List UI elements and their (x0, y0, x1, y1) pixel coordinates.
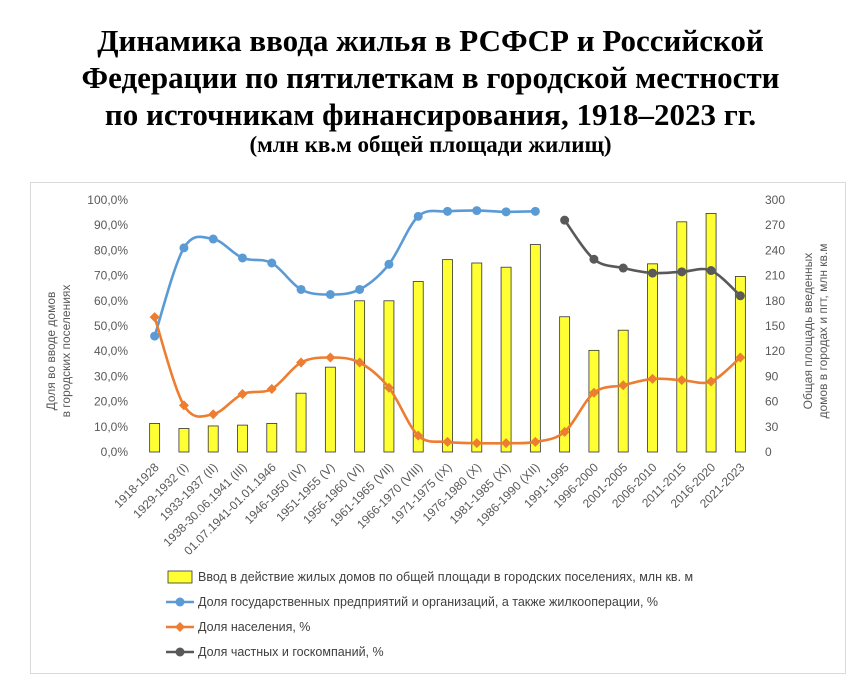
left-tick-label: 40,0% (94, 344, 128, 358)
series-marker (502, 207, 511, 216)
bar (384, 301, 394, 452)
bar (296, 393, 306, 452)
right-tick-label: 0 (765, 445, 772, 459)
bar (735, 276, 745, 452)
bar (706, 213, 716, 452)
series-marker (472, 206, 481, 215)
bar (413, 281, 423, 452)
left-tick-label: 100,0% (87, 193, 128, 207)
series-marker (414, 212, 423, 221)
legend-marker (175, 622, 185, 632)
series-marker (267, 259, 276, 268)
legend-marker (176, 598, 185, 607)
series-marker (736, 291, 745, 300)
legend-marker (176, 648, 185, 657)
series-marker (619, 264, 628, 273)
right-tick-label: 30 (765, 420, 779, 434)
bar (677, 222, 687, 452)
series-marker (384, 260, 393, 269)
left-tick-label: 10,0% (94, 420, 128, 434)
series-marker (707, 266, 716, 275)
left-tick-label: 90,0% (94, 218, 128, 232)
series-marker (150, 332, 159, 341)
series-marker (326, 290, 335, 299)
bar (208, 426, 218, 452)
legend-label: Доля населения, % (198, 620, 310, 634)
bar (648, 264, 658, 452)
right-tick-label: 120 (765, 344, 785, 358)
right-tick-label: 210 (765, 269, 785, 283)
right-tick-label: 60 (765, 395, 779, 409)
left-axis-title: в городских поселениях (59, 285, 73, 418)
series-marker (589, 255, 598, 264)
series-marker (355, 285, 364, 294)
left-axis-title: Доля во вводе домов (44, 292, 58, 411)
left-tick-label: 30,0% (94, 369, 128, 383)
right-tick-label: 300 (765, 193, 785, 207)
right-axis-title: домов в городах и пгт, млн кв.м (816, 243, 830, 418)
series-marker (179, 243, 188, 252)
series-marker (238, 253, 247, 262)
right-tick-label: 150 (765, 319, 785, 333)
series-marker (648, 269, 657, 278)
bar (238, 425, 248, 452)
left-tick-label: 0,0% (101, 445, 129, 459)
series-marker (209, 235, 218, 244)
right-tick-label: 240 (765, 243, 785, 257)
legend-label: Доля государственных предприятий и орган… (198, 595, 658, 609)
left-tick-label: 50,0% (94, 319, 128, 333)
series-marker (208, 409, 218, 419)
series-marker (297, 285, 306, 294)
right-tick-label: 270 (765, 218, 785, 232)
bar (150, 423, 160, 452)
bar (530, 245, 540, 452)
right-tick-label: 180 (765, 294, 785, 308)
legend-label: Ввод в действие жилых домов по общей пло… (198, 570, 693, 584)
bar (325, 367, 335, 452)
bar (472, 263, 482, 452)
left-tick-label: 70,0% (94, 269, 128, 283)
bar (355, 301, 365, 452)
bar (267, 423, 277, 452)
series-marker (531, 207, 540, 216)
legend-label: Доля частных и госкомпаний, % (198, 645, 384, 659)
right-tick-label: 90 (765, 369, 779, 383)
bar (589, 350, 599, 452)
right-axis-title: Общая площадь введенных (801, 253, 815, 410)
bar (501, 267, 511, 452)
left-tick-label: 60,0% (94, 294, 128, 308)
series-marker (325, 353, 335, 363)
bar (618, 330, 628, 452)
bar (179, 428, 189, 452)
legend-swatch (168, 571, 192, 583)
left-tick-label: 20,0% (94, 395, 128, 409)
series-marker (443, 207, 452, 216)
left-tick-label: 80,0% (94, 243, 128, 257)
bar (443, 260, 453, 452)
series-marker (677, 267, 686, 276)
series-marker (560, 216, 569, 225)
